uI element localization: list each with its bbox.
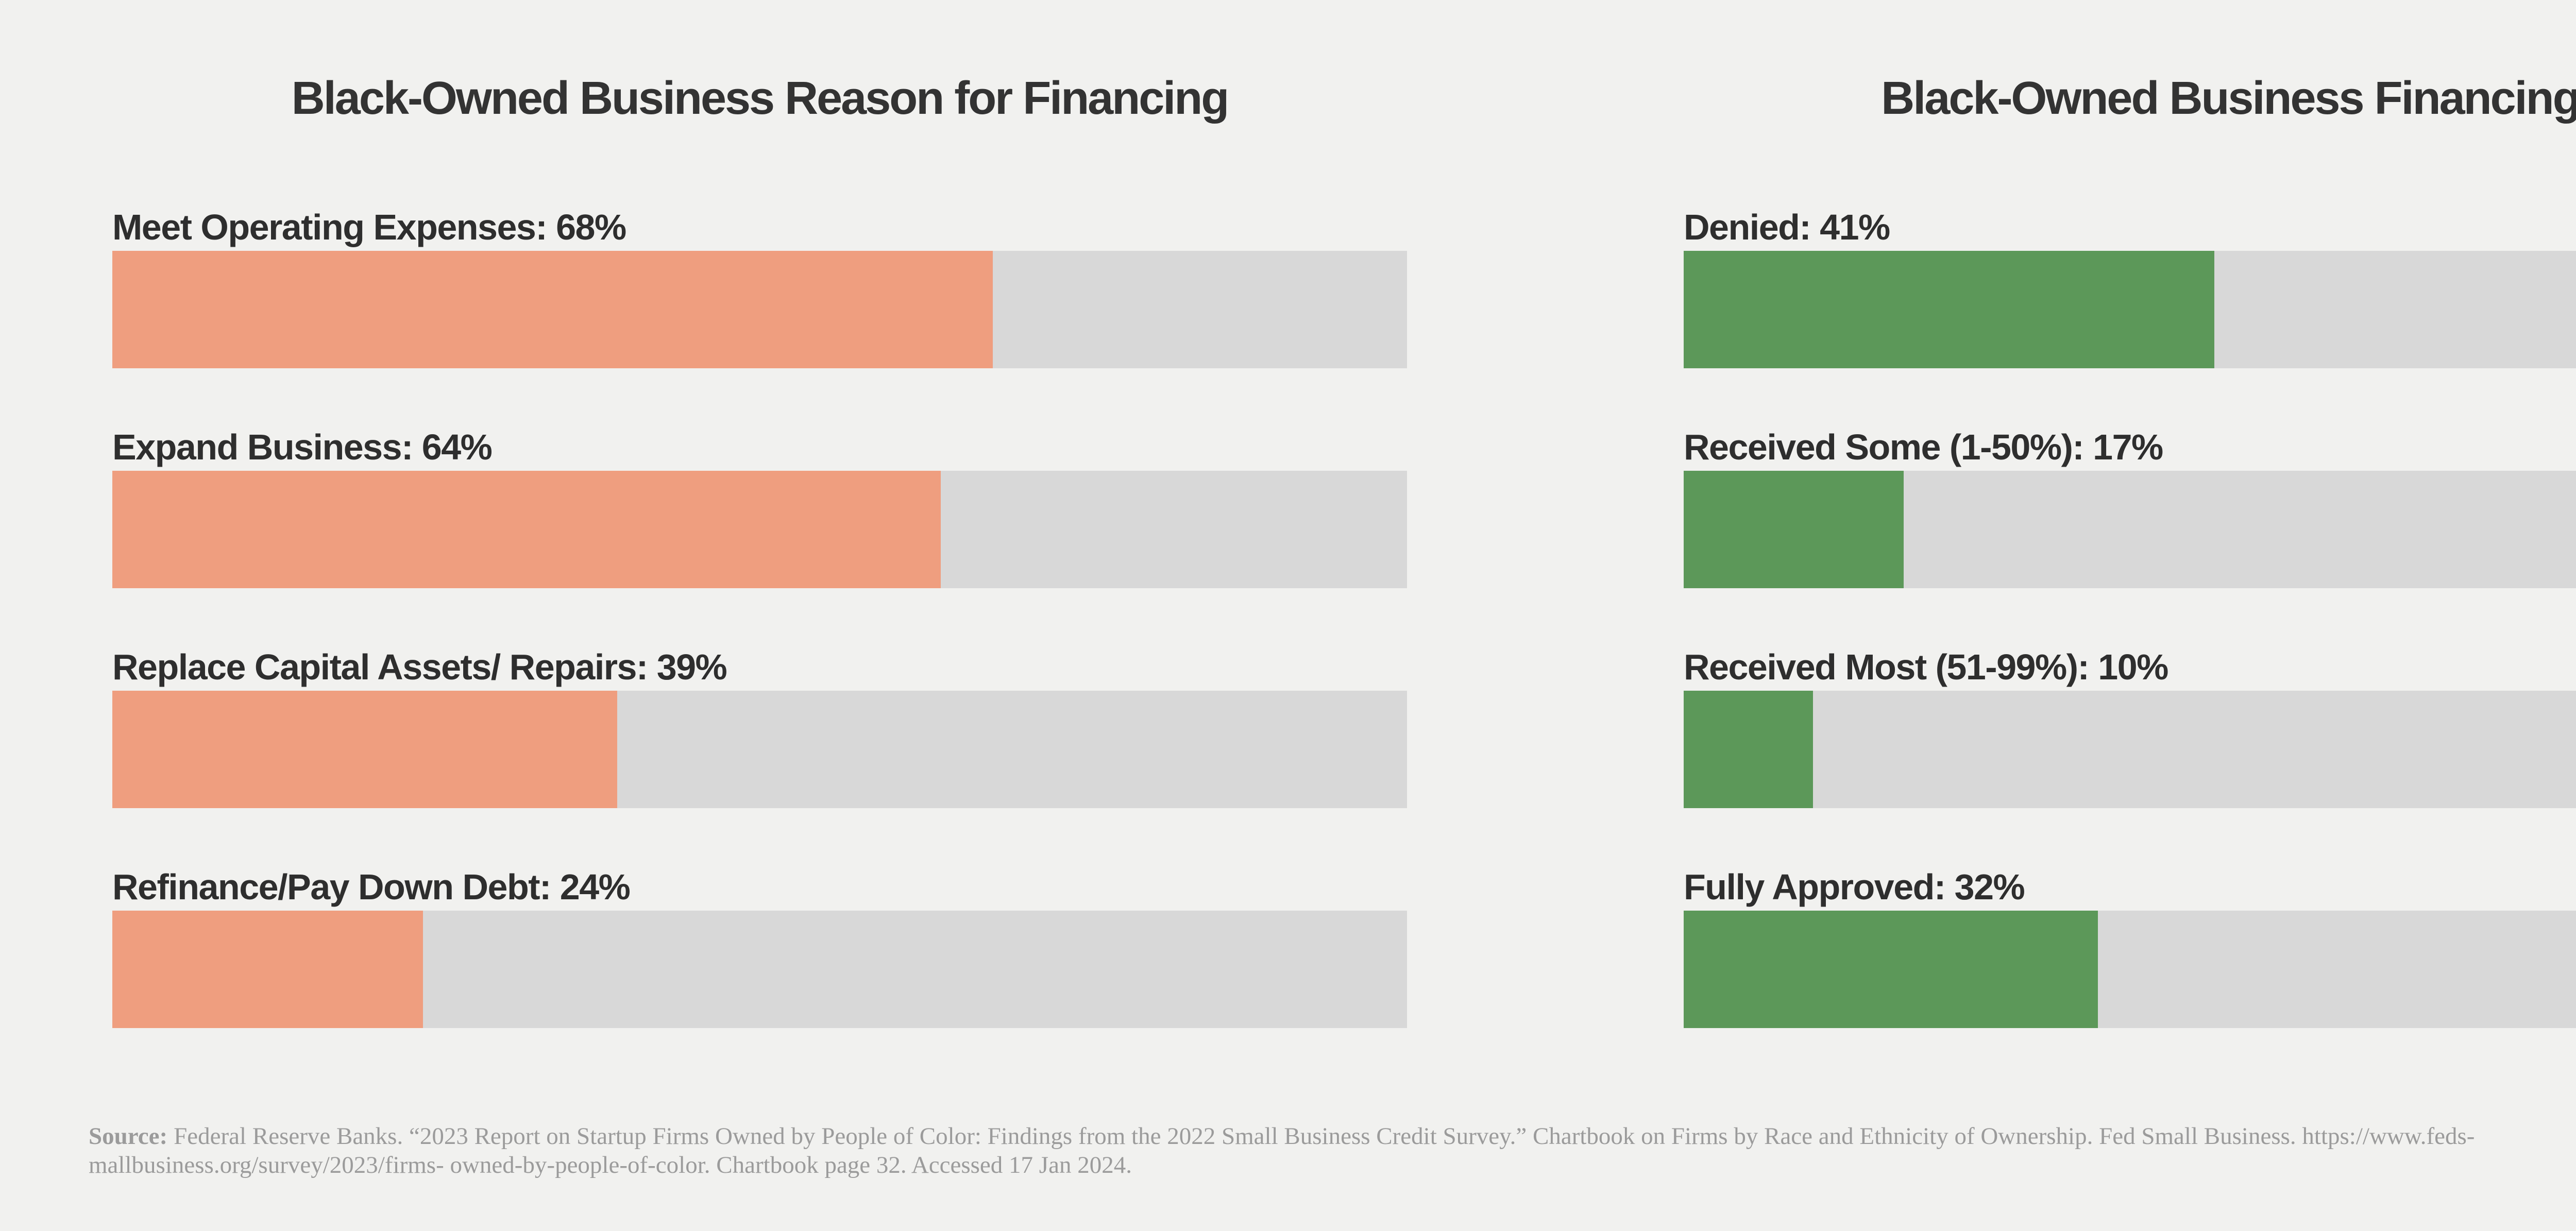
bar-track — [112, 251, 1407, 368]
bar-label: Received Some (1-50%): 17% — [1684, 427, 2163, 467]
bar-label: Expand Business: 64% — [112, 427, 493, 467]
bar-track — [1684, 911, 2576, 1028]
bar-label: Meet Operating Expenses: 68% — [112, 207, 626, 247]
bar-label: Replace Capital Assets/ Repairs: 39% — [112, 647, 727, 687]
chart-reason-for-financing: Black-Owned Business Reason for Financin… — [112, 0, 1407, 1076]
bar-track — [1684, 691, 2576, 808]
chart-financing-outcome: Black-Owned Business Financing Outcome D… — [1684, 0, 2576, 1076]
bar-row: Expand Business: 64% — [112, 424, 1407, 588]
bar-fill — [112, 691, 618, 808]
bar-track — [1684, 471, 2576, 588]
bar-label: Fully Approved: 32% — [1684, 867, 2025, 907]
chart-title: Black-Owned Business Reason for Financin… — [291, 73, 1229, 124]
bar-row: Denied: 41% — [1684, 204, 2576, 368]
bar-fill — [1684, 691, 1814, 808]
bar-fill — [1684, 251, 2215, 368]
bar-fill — [1684, 911, 2098, 1028]
bar-row: Received Some (1-50%): 17% — [1684, 424, 2576, 588]
bar-label: Refinance/Pay Down Debt: 24% — [112, 867, 631, 907]
bar-fill — [112, 911, 423, 1028]
chart-title: Black-Owned Business Financing Outcome — [1881, 73, 2576, 124]
bar-label: Denied: 41% — [1684, 207, 1890, 247]
bar-row: Received Most (51-99%): 10% — [1684, 644, 2576, 808]
source-label: Source: — [89, 1123, 168, 1150]
bar-row: Replace Capital Assets/ Repairs: 39% — [112, 644, 1407, 808]
bar-fill — [112, 251, 993, 368]
bar-row: Meet Operating Expenses: 68% — [112, 204, 1407, 368]
bar-track — [112, 471, 1407, 588]
bar-track — [112, 691, 1407, 808]
source-text-line1: Federal Reserve Banks. “2023 Report on S… — [174, 1123, 2475, 1150]
bar-track — [1684, 251, 2576, 368]
bar-fill — [112, 471, 941, 588]
bar-fill — [1684, 471, 1904, 588]
bar-row: Fully Approved: 32% — [1684, 864, 2576, 1028]
bar-row: Refinance/Pay Down Debt: 24% — [112, 864, 1407, 1028]
source-text-line2: mallbusiness.org/survey/2023/firms- owne… — [89, 1152, 1132, 1178]
bar-track — [112, 911, 1407, 1028]
source-citation: Source: Federal Reserve Banks. “2023 Repo… — [89, 1122, 2576, 1179]
bar-label: Received Most (51-99%): 10% — [1684, 647, 2168, 687]
